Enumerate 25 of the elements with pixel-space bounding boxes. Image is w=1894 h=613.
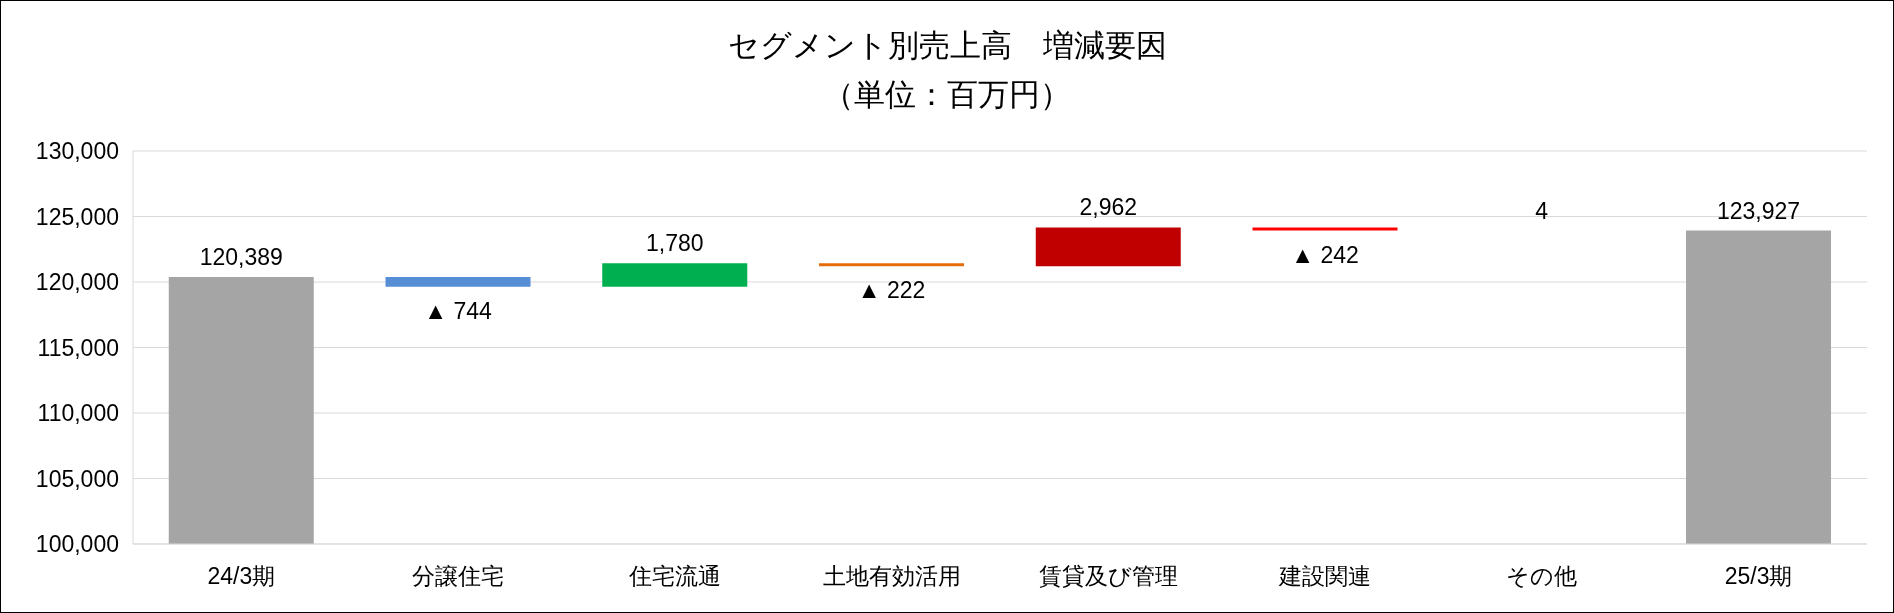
chart-title: セグメント別売上高 増減要因 [726, 27, 1168, 65]
y-tick-label: 110,000 [37, 400, 119, 427]
x-tick-label: 住宅流通 [627, 563, 721, 590]
x-tick-label: 分譲住宅 [412, 563, 505, 590]
data-label: 1,780 [645, 230, 704, 257]
x-tick-label: 土地有効活用 [822, 563, 961, 590]
x-tick-label: 25/3期 [1724, 563, 1793, 590]
x-tick-label: その他 [1506, 563, 1578, 590]
y-tick-label: 130,000 [35, 138, 119, 165]
y-tick-label: 105,000 [35, 465, 119, 492]
y-tick-label: 100,000 [35, 531, 119, 558]
data-label: 120,389 [199, 243, 283, 270]
y-tick-label: 120,000 [35, 269, 119, 296]
y-tick-label: 125,000 [35, 203, 119, 230]
data-label: ▲ 744 [424, 297, 492, 324]
data-label: 2,962 [1079, 194, 1138, 221]
data-label: ▲ 242 [1291, 241, 1359, 268]
data-label: 4 [1535, 197, 1549, 224]
y-tick-label: 115,000 [37, 334, 119, 361]
x-tick-label: 建設関連 [1278, 563, 1372, 590]
data-label: ▲ 222 [857, 277, 926, 304]
data-label: 123,927 [1716, 197, 1801, 224]
x-tick-label: 24/3期 [207, 563, 276, 590]
chart-subtitle: （単位：百万円） [822, 76, 1072, 114]
x-tick-label: 賃貸及び管理 [1038, 563, 1178, 590]
